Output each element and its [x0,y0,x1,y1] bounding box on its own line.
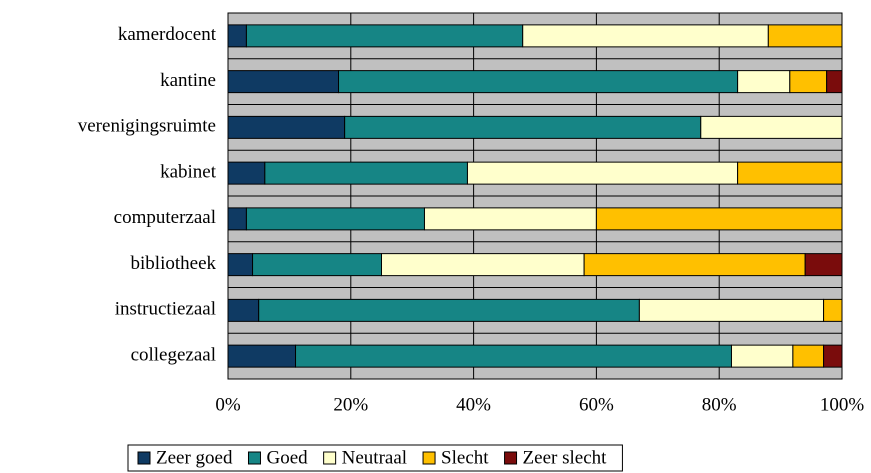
bar-segment [823,344,843,368]
legend-box [127,444,623,472]
legend-label: Goed [266,447,308,468]
bar-segment [823,298,843,322]
bar-segment [826,70,843,94]
bar-segment [638,298,825,322]
bar-segment [258,298,640,322]
bar-segment [466,161,739,185]
legend-label: Slecht [441,447,489,468]
legend-label: Neutraal [342,447,407,468]
bar-segment [245,207,425,231]
y-tick-label: collegezaal [131,344,216,365]
x-tick-label: 40% [456,394,491,415]
bar-segment [767,24,843,48]
bar-segment [252,253,382,277]
x-tick-label: 20% [333,394,368,415]
legend-swatch [422,451,436,465]
bar-segment [737,70,791,94]
bar-segment [522,24,769,48]
bar-segment [737,161,843,185]
legend-swatch [504,451,518,465]
bar-segment [227,298,260,322]
bar-segment [595,207,843,231]
bar-segment [381,253,585,277]
legend-swatch [323,451,337,465]
x-tick-label: 60% [579,394,614,415]
y-tick-label: instructiezaal [115,299,216,320]
bar-segment [295,344,732,368]
y-tick-label: verenigingsruimte [78,116,216,137]
plot-border [227,12,843,380]
legend-label: Zeer goed [156,447,233,468]
y-tick-label: kabinet [160,161,217,182]
legend-swatch [137,451,151,465]
bar-segment [700,115,843,139]
bar-segment [227,24,247,48]
bar-segment [227,70,340,94]
bar-segment [227,207,247,231]
bar-segment [227,253,254,277]
bar-segment [792,344,825,368]
bar-segment [789,70,828,94]
bar-segment [344,115,702,139]
bar-segment [227,161,266,185]
bar-segment [264,161,468,185]
bar-segment [245,24,524,48]
y-tick-label: computerzaal [114,207,216,228]
bar-segment [804,253,843,277]
bar-segment [227,115,346,139]
legend: Zeer goed Goed Neutraal Slecht Zeer slecht [127,444,623,472]
legend-label: Zeer slecht [523,447,608,468]
bar-segment [227,344,297,368]
legend-swatch [247,451,261,465]
y-tick-label: bibliotheek [131,253,217,274]
bar-segment [730,344,794,368]
y-tick-label: kantine [160,70,216,91]
bar-segment [423,207,597,231]
bar-segment [583,253,806,277]
x-tick-label: 0% [215,394,241,415]
y-tick-label: kamerdocent [118,24,217,45]
bar-segment [338,70,739,94]
x-tick-label: 80% [702,394,737,415]
x-tick-label: 100% [820,394,865,415]
